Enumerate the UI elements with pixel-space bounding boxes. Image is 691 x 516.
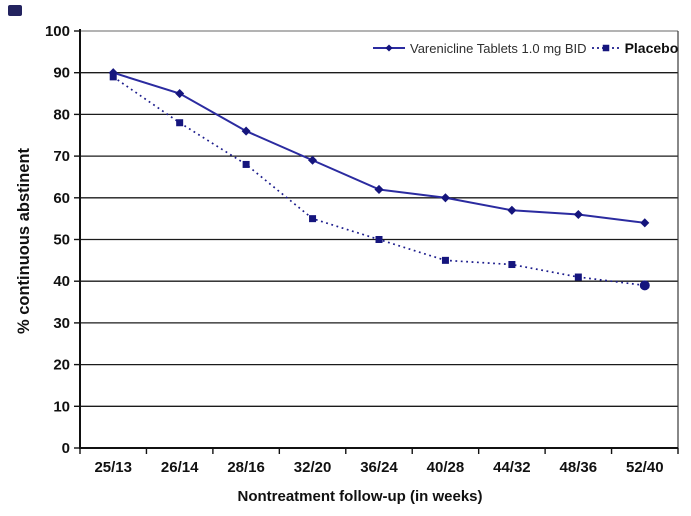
svg-text:10: 10 — [53, 398, 70, 415]
svg-text:36/24: 36/24 — [360, 459, 398, 476]
svg-text:50: 50 — [53, 232, 70, 249]
svg-text:90: 90 — [53, 65, 70, 82]
y-axis-title: % continuous abstinent — [15, 147, 33, 335]
svg-text:0: 0 — [62, 440, 70, 457]
legend-label-varenicline: Varenicline Tablets 1.0 mg BID — [410, 40, 587, 56]
svg-text:100: 100 — [45, 23, 70, 40]
scan-artifact-square — [8, 5, 22, 16]
svg-text:40: 40 — [53, 273, 70, 290]
svg-text:25/13: 25/13 — [94, 459, 132, 476]
svg-text:28/16: 28/16 — [227, 459, 265, 476]
svg-text:48/36: 48/36 — [560, 459, 598, 476]
legend-label-placebo: Placebo — [624, 40, 679, 56]
legend-placebo-line-icon — [591, 44, 620, 52]
svg-text:52/40: 52/40 — [626, 459, 664, 476]
x-axis-title: Nontreatment follow-up (in weeks) — [237, 488, 483, 505]
legend-varenicline-line-icon — [373, 44, 405, 52]
svg-text:80: 80 — [53, 106, 70, 123]
svg-text:40/28: 40/28 — [427, 459, 465, 476]
legend: Varenicline Tablets 1.0 mg BID Placebo — [372, 40, 678, 56]
svg-text:20: 20 — [53, 357, 70, 374]
svg-text:44/32: 44/32 — [493, 459, 531, 476]
svg-text:30: 30 — [53, 315, 70, 332]
svg-text:70: 70 — [53, 148, 70, 165]
svg-text:26/14: 26/14 — [161, 459, 199, 476]
svg-text:32/20: 32/20 — [294, 459, 332, 476]
svg-text:60: 60 — [53, 190, 70, 207]
